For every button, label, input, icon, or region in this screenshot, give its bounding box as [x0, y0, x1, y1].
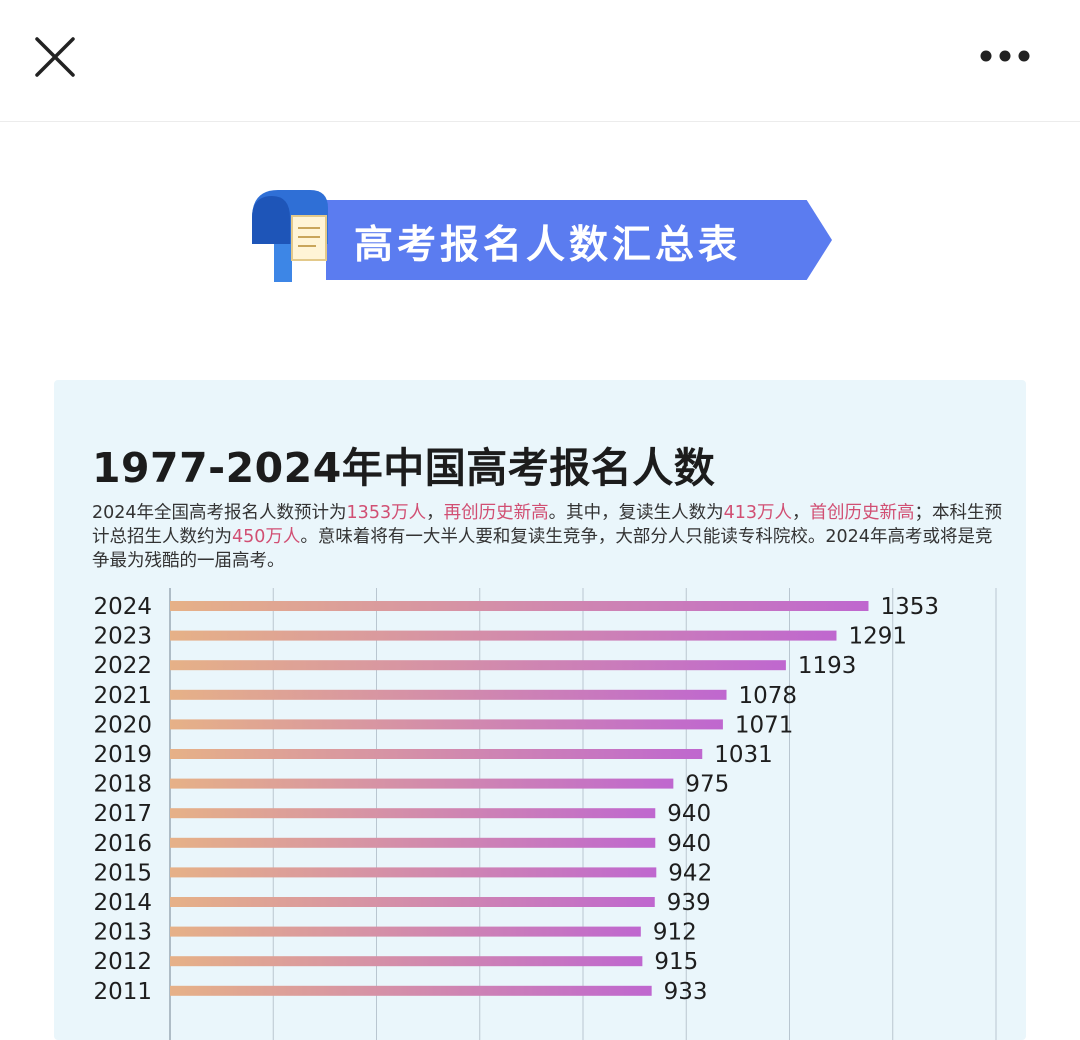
value-label: 940 [667, 831, 711, 857]
subtitle-text: 2024年全国高考报名人数预计为 [92, 503, 347, 523]
bar [170, 808, 656, 819]
more-button[interactable] [972, 36, 1038, 76]
bar [170, 630, 837, 641]
subtitle-text: 。其中，复读生人数为 [548, 503, 724, 523]
chart-card: 1977-2024年中国高考报名人数 2024年全国高考报名人数预计为1353万… [54, 380, 1026, 1040]
value-label: 1071 [735, 712, 794, 738]
value-label: 1078 [739, 683, 798, 709]
year-label: 2011 [93, 979, 152, 1005]
value-label: 933 [664, 979, 708, 1005]
close-button[interactable] [28, 30, 82, 84]
value-label: 912 [653, 920, 697, 946]
mailbox-icon [252, 190, 328, 282]
bar [170, 926, 641, 937]
subtitle-text: ， [426, 503, 444, 523]
subtitle-highlight: 1353万人 [346, 503, 427, 523]
bar [170, 689, 727, 700]
value-label: 1193 [798, 653, 857, 679]
value-label: 1031 [714, 742, 773, 768]
subtitle-highlight: 再创历史新高 [443, 503, 549, 523]
value-label: 975 [685, 772, 729, 798]
subtitle-text: ；本科生预计总招生人数约为 [92, 503, 1002, 547]
year-label: 2019 [93, 742, 152, 768]
bar [170, 956, 643, 967]
bar-chart: 2024 1353 2023 1291 2022 1193 2021 1078 2020 1071… [93, 588, 997, 1040]
subtitle-highlight: 450万人 [232, 527, 301, 547]
more-horizontal-icon [980, 50, 1030, 62]
year-label: 2017 [93, 801, 152, 827]
bar [170, 778, 674, 789]
bar [170, 897, 655, 907]
bar [170, 985, 652, 996]
value-label: 915 [654, 949, 698, 975]
subtitle-text: 。意味着将有一大半人要和复读生竞争，大部分人只能读专科院校。2024年高考或将是… [92, 527, 993, 571]
bar [170, 601, 869, 611]
year-label: 2015 [93, 860, 152, 886]
year-label: 2016 [93, 831, 152, 857]
year-label: 2014 [93, 890, 152, 916]
year-label: 2021 [93, 683, 152, 709]
year-label: 2024 [93, 594, 152, 620]
bar [170, 660, 786, 671]
subtitle-highlight: 413万人 [723, 503, 792, 523]
year-label: 2022 [93, 653, 152, 679]
value-label: 1353 [880, 594, 939, 620]
year-label: 2018 [93, 772, 152, 798]
close-icon [35, 37, 75, 77]
year-label: 2020 [93, 712, 152, 738]
year-label: 2013 [93, 920, 152, 946]
value-label: 939 [667, 890, 711, 916]
subtitle-highlight: 首创历史新高 [809, 503, 915, 523]
chart-subtitle: 2024年全国高考报名人数预计为1353万人，再创历史新高。其中，复读生人数为4… [92, 501, 1002, 573]
value-label: 1291 [848, 624, 907, 650]
value-label: 942 [668, 860, 712, 886]
top-bar [0, 0, 1080, 122]
value-label: 940 [667, 801, 711, 827]
section-banner: 高考报名人数汇总表 [244, 186, 840, 282]
bar [170, 749, 703, 759]
chart-title: 1977-2024年中国高考报名人数 [92, 444, 716, 492]
banner-ribbon [326, 200, 832, 280]
banner-title: 高考报名人数汇总表 [354, 223, 742, 268]
year-label: 2023 [93, 624, 152, 650]
bar [170, 719, 723, 730]
bar [170, 867, 657, 878]
subtitle-text: ， [792, 503, 810, 523]
bar [170, 837, 656, 848]
chart-bars: 2024 1353 2023 1291 2022 1193 2021 1078 2020 1071… [93, 594, 939, 1005]
year-label: 2012 [93, 949, 152, 975]
